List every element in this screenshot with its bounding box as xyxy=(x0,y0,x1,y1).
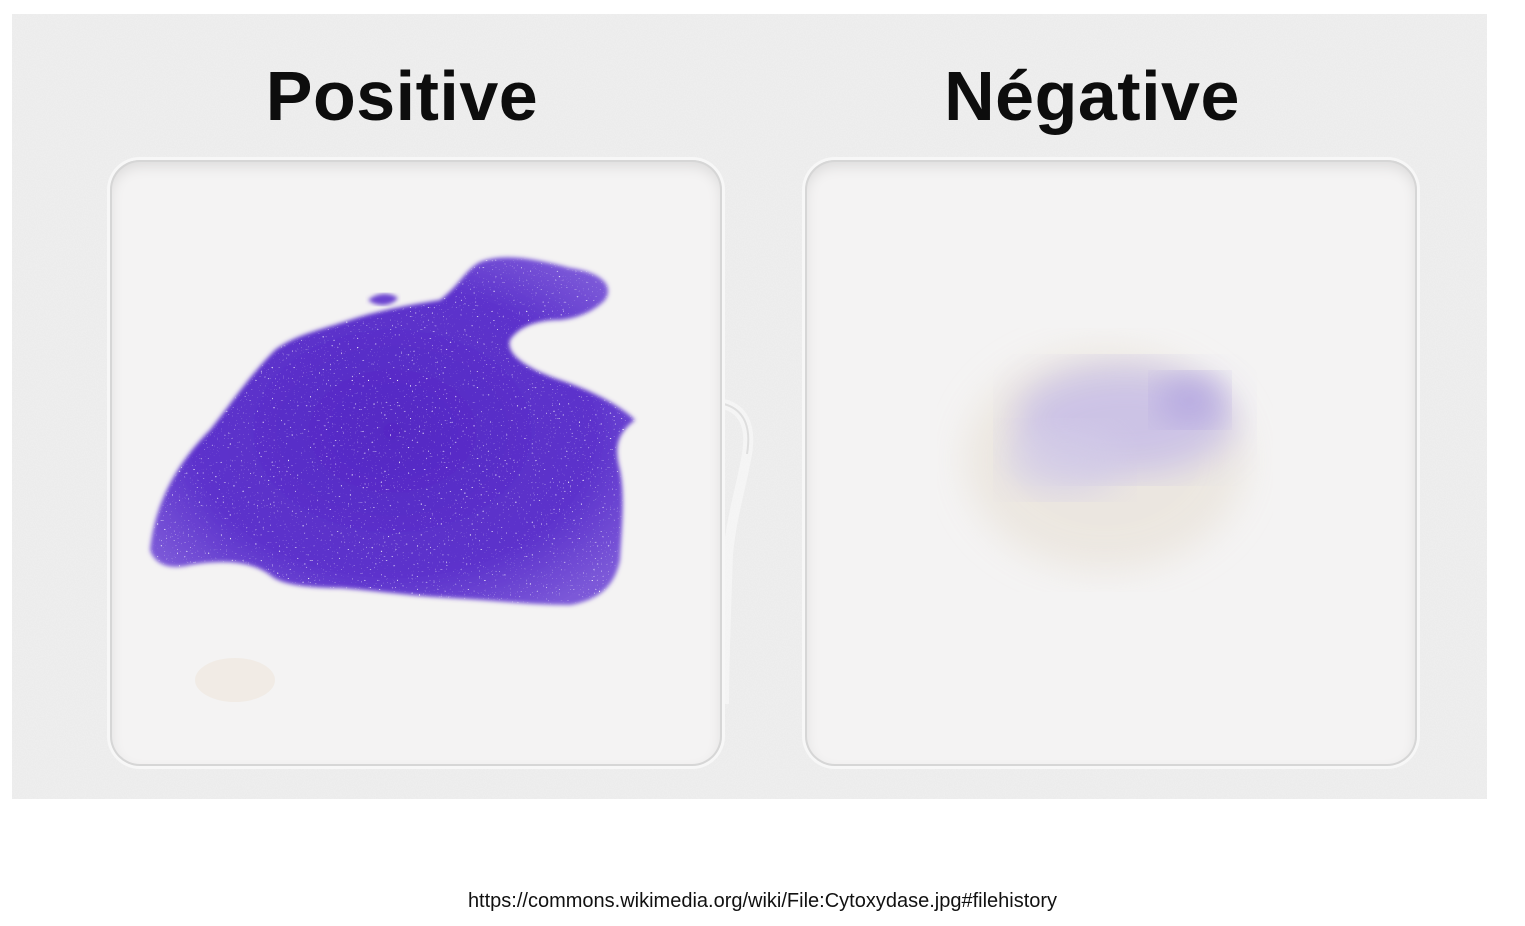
negative-faint-stain xyxy=(965,350,1245,570)
source-url[interactable]: https://commons.wikimedia.org/wiki/File:… xyxy=(467,890,1058,912)
oxidase-test-photo: Positive Négative xyxy=(12,14,1487,799)
positive-purple-stain xyxy=(150,257,635,702)
negative-well xyxy=(805,160,1417,766)
negative-label: Négative xyxy=(944,57,1240,135)
positive-label: Positive xyxy=(265,57,539,135)
positive-well xyxy=(110,160,722,766)
